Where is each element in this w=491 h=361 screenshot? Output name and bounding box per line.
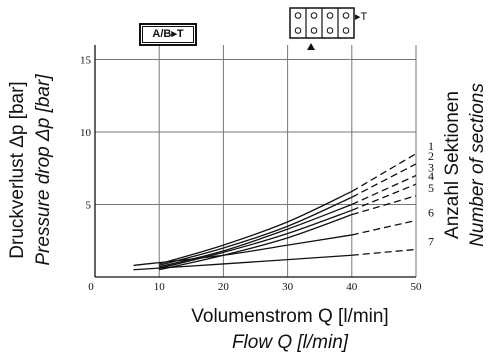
- series-label: 1: [428, 139, 434, 153]
- x-tick-label: 0: [88, 281, 94, 293]
- y-axis-label: Druckverlust Δp [bar]: [7, 81, 28, 259]
- y-tick-label: 15: [80, 55, 92, 67]
- series-label: 2: [428, 149, 434, 163]
- tick-labels: 0 10 20 30 40 50 5 10 15: [80, 55, 422, 294]
- series-label: 7: [428, 234, 434, 248]
- series-1-extrapolation: [351, 153, 417, 193]
- series-label: 6: [428, 205, 434, 219]
- series-3-extrapolation: [351, 174, 417, 206]
- x-axis-label-english: Flow Q [l/min]: [231, 332, 349, 353]
- port-circle: [294, 12, 302, 19]
- curves: [133, 153, 417, 271]
- port-circle: [326, 27, 334, 34]
- port-circle: [310, 27, 318, 34]
- x-tick-label: 30: [282, 281, 294, 293]
- y-axis-label-english: Pressure drop Δp [bar]: [33, 74, 54, 266]
- grid: [95, 45, 417, 277]
- series-2-extrapolation: [351, 163, 417, 198]
- x-tick-label: 10: [154, 281, 166, 293]
- port-circle: [342, 12, 350, 19]
- x-tick-label: 20: [218, 281, 230, 293]
- series-2-curve: [159, 196, 353, 267]
- series-4-curve: [159, 209, 353, 269]
- series-7-extrapolation: [351, 248, 417, 256]
- series-4-extrapolation: [351, 183, 417, 211]
- series-label: 3: [428, 161, 434, 175]
- series-label: 4: [428, 169, 434, 183]
- series-5-curve: [159, 214, 353, 271]
- series-1-curve: [159, 190, 353, 265]
- port-circle: [326, 12, 334, 19]
- port-circle: [342, 27, 350, 34]
- series-6-extrapolation: [351, 219, 417, 236]
- axes: [94, 45, 416, 278]
- series-5-extrapolation: [351, 195, 417, 216]
- series-3-curve: [159, 203, 353, 268]
- x-axis-label: Volumenstrom Q [l/min]: [191, 306, 389, 327]
- port-diagram: ▸T: [289, 7, 368, 50]
- sections-axis-label-english: Number of sections: [467, 83, 488, 247]
- port-circle: [310, 12, 318, 19]
- y-tick-label: 10: [80, 127, 92, 139]
- port-circle: [294, 27, 302, 34]
- series-7-curve: [133, 254, 352, 271]
- flow-direction-box: A/B▸T: [139, 23, 197, 46]
- tank-port-label: ▸T: [355, 11, 368, 23]
- sections-axis-label: Anzahl Sektionen: [442, 91, 463, 239]
- y-tick-label: 5: [86, 200, 92, 212]
- x-tick-label: 40: [346, 281, 358, 293]
- inlet-arrow-icon: [307, 43, 315, 50]
- series-6-curve: [133, 234, 352, 267]
- series-label: 5: [428, 181, 434, 195]
- x-tick-label: 50: [411, 281, 423, 293]
